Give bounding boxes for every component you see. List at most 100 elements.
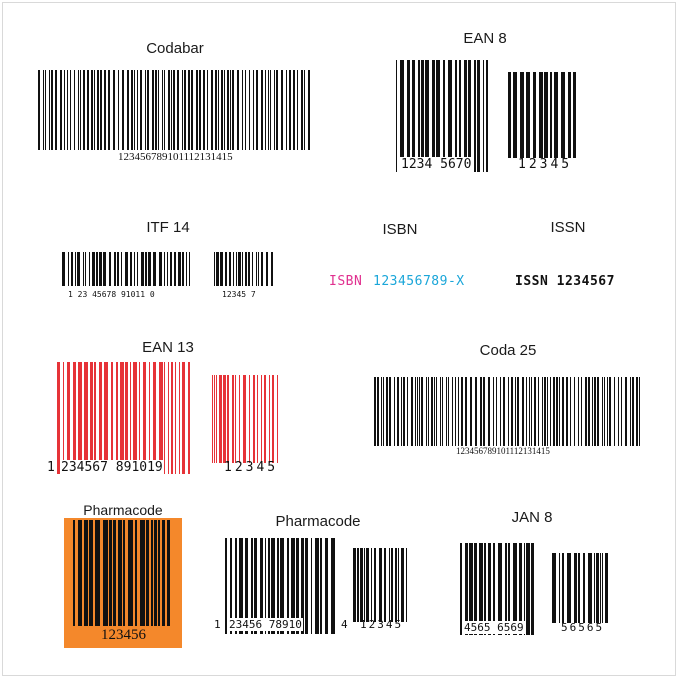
barcode-bar: [396, 60, 397, 172]
barcode-bar: [559, 553, 560, 623]
barcode-bar: [503, 377, 505, 446]
barcode-bar: [522, 377, 524, 446]
barcode-bar: [357, 548, 359, 622]
barcode-bar: [547, 377, 548, 446]
barcode-bar: [253, 70, 254, 150]
barcode-bar: [211, 70, 213, 150]
barcode-bar: [440, 377, 441, 446]
barcode-bar: [562, 553, 564, 623]
barcode-bar: [448, 60, 452, 172]
barcode-bar: [570, 377, 571, 446]
barcode-bar: [578, 377, 579, 446]
barcode-bar: [94, 70, 95, 150]
barcode-bar: [214, 252, 215, 286]
barcode-bar: [242, 70, 243, 150]
barcode-bar: [71, 252, 73, 286]
pharmacode-orange-barcode: [73, 520, 173, 626]
barcode-bar: [118, 520, 122, 626]
barcode-bar: [308, 70, 310, 150]
barcode-bar: [594, 377, 596, 446]
barcode-bar: [418, 60, 420, 172]
barcode-bar: [301, 70, 303, 150]
pharmacode-first-digit: 1: [214, 618, 221, 631]
barcode-bar: [325, 538, 328, 634]
barcode-bar: [99, 362, 102, 474]
barcode-bar: [508, 72, 511, 158]
barcode-bar: [574, 553, 577, 623]
barcode-bar: [162, 70, 163, 150]
barcode-bar: [301, 538, 304, 634]
barcode-bar: [550, 377, 551, 446]
barcode-bar: [162, 520, 165, 626]
barcode-bar: [174, 252, 176, 286]
barcode-bar: [73, 520, 75, 626]
barcode-bar: [539, 72, 543, 158]
itf14-addon-barcode: [214, 252, 276, 286]
ean8-addon-barcode: [508, 72, 578, 158]
barcode-bar: [513, 543, 517, 635]
barcode-bar: [636, 377, 638, 446]
pharmacode-check-digit: 4: [341, 618, 348, 631]
barcode-bar: [227, 70, 229, 150]
barcode-bar: [305, 538, 308, 634]
barcode-bar: [171, 70, 172, 150]
jan8-addon-barcode: [552, 553, 608, 623]
barcode-bar: [511, 377, 513, 446]
barcode-bar: [592, 377, 593, 446]
barcode-bar: [159, 362, 163, 474]
barcode-bar: [123, 520, 125, 626]
barcode-bar: [448, 377, 449, 446]
barcode-bar: [374, 377, 376, 446]
barcode-bar: [236, 252, 237, 286]
barcode-bar: [164, 70, 165, 150]
barcode-bar: [218, 70, 219, 150]
barcode-bar: [133, 362, 137, 474]
barcode-bar: [272, 375, 274, 463]
barcode-bar: [488, 543, 491, 635]
barcode-bar: [130, 252, 132, 286]
coda25-digits: 123456789101112131415: [456, 446, 550, 456]
barcode-bar: [216, 375, 217, 463]
barcode-bar: [431, 377, 433, 446]
barcode-bar: [432, 60, 435, 172]
barcode-bar: [152, 70, 154, 150]
barcode-bar: [394, 377, 395, 446]
barcode-bar: [134, 252, 135, 286]
barcode-bar: [253, 375, 255, 463]
codabar-digits: 123456789101112131415: [118, 151, 233, 163]
barcode-bar: [386, 377, 388, 446]
barcode-bar: [103, 520, 108, 626]
barcode-bar: [233, 252, 234, 286]
barcode-bar: [508, 543, 510, 635]
barcode-bar: [407, 60, 410, 172]
barcode-bar: [411, 377, 413, 446]
barcode-bar: [400, 60, 404, 172]
barcode-bar: [446, 377, 447, 446]
barcode-bar: [199, 70, 201, 150]
barcode-bar: [483, 377, 485, 446]
barcode-bar: [573, 72, 576, 158]
barcode-bar: [49, 70, 50, 150]
barcode-bar: [265, 70, 266, 150]
barcode-bar: [151, 520, 153, 626]
barcode-bar: [468, 60, 471, 172]
barcode-bar: [588, 553, 592, 623]
barcode-bar: [544, 72, 548, 158]
barcode-bar: [146, 520, 149, 626]
barcode-bar: [215, 70, 217, 150]
barcode-bar: [74, 70, 75, 150]
barcode-bar: [164, 252, 165, 286]
barcode-bar: [597, 377, 599, 446]
barcode-bar: [526, 72, 530, 158]
barcode-bar: [618, 377, 619, 446]
barcode-bar: [602, 377, 603, 446]
barcode-bar: [78, 70, 79, 150]
barcode-bar: [128, 520, 133, 626]
barcode-bar: [67, 362, 70, 474]
barcode-bar: [178, 252, 181, 286]
barcode-bar: [425, 60, 429, 172]
barcode-bar: [252, 252, 253, 286]
itf14-title: ITF 14: [146, 219, 190, 236]
barcode-bar: [470, 377, 472, 446]
barcode-bar: [559, 377, 560, 446]
